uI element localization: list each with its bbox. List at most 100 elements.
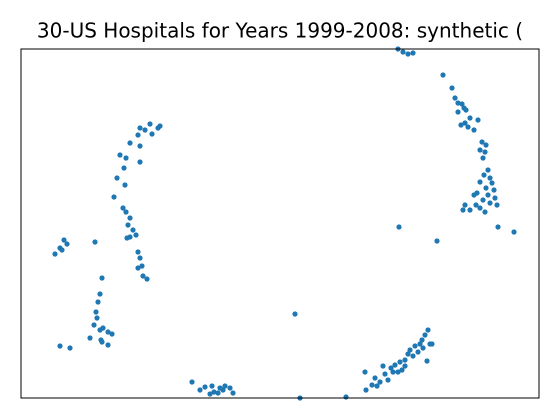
point [462,202,468,208]
point [415,349,421,355]
point [127,215,133,221]
point [97,291,103,297]
point [395,369,401,375]
point [114,175,120,181]
point [92,239,98,245]
point [215,390,221,396]
point [467,115,473,121]
point [99,339,105,345]
point [417,341,423,347]
point [123,209,129,215]
point [343,394,349,400]
plot-area [52,46,517,401]
point [137,125,143,131]
point [137,159,143,165]
point [485,192,491,198]
point [87,335,93,341]
point [511,229,517,235]
point [127,140,133,146]
point [149,131,155,137]
point [463,107,469,113]
point [135,132,141,138]
point [458,122,464,128]
point [396,224,402,230]
point [130,227,136,233]
point [157,123,163,129]
point [465,124,471,130]
point [481,172,487,178]
point [485,167,491,173]
point [137,255,143,261]
point [492,195,498,201]
point [480,155,486,161]
point [390,369,396,375]
point [460,207,466,213]
point [482,209,488,215]
point [57,343,63,349]
point [121,165,127,171]
point [100,325,106,331]
point [93,309,99,315]
point [140,273,146,279]
point [422,332,428,338]
point [135,249,141,255]
point [207,391,213,397]
point [483,142,489,148]
point [111,194,117,200]
point [380,363,386,369]
point [362,369,368,375]
point [402,357,408,363]
point [489,180,495,186]
point [91,322,97,328]
point [59,247,65,253]
point [405,351,411,357]
point [369,382,375,388]
point [410,353,416,359]
point [455,100,461,106]
point [400,49,406,55]
point [471,192,477,198]
point [487,200,493,206]
point [372,375,378,381]
point [209,383,215,389]
point [105,329,111,335]
point [405,51,411,57]
point [211,389,217,395]
point [64,241,70,247]
point [483,185,489,191]
axes-frame [20,48,540,399]
point [424,358,430,364]
point [137,143,143,149]
point [473,202,479,208]
chart-title: 30-US Hospitals for Years 1999-2008: syn… [37,19,523,43]
point [142,127,148,133]
point [479,139,485,145]
point [410,50,416,56]
point [385,377,391,383]
point [480,197,486,203]
point [420,345,426,351]
point [477,205,483,211]
point [374,383,380,389]
point [449,85,455,91]
point [133,232,139,238]
point [147,121,153,127]
point [122,182,128,188]
point [475,117,481,123]
point [61,237,67,243]
point [429,341,435,347]
point [419,337,425,343]
point [220,387,226,393]
point [120,205,126,211]
point [292,311,298,317]
point [117,152,123,158]
point [125,222,131,228]
point [105,342,111,348]
point [67,345,73,351]
point [144,276,150,282]
point [52,251,58,257]
point [471,127,477,133]
point [399,367,405,373]
point [491,187,497,193]
